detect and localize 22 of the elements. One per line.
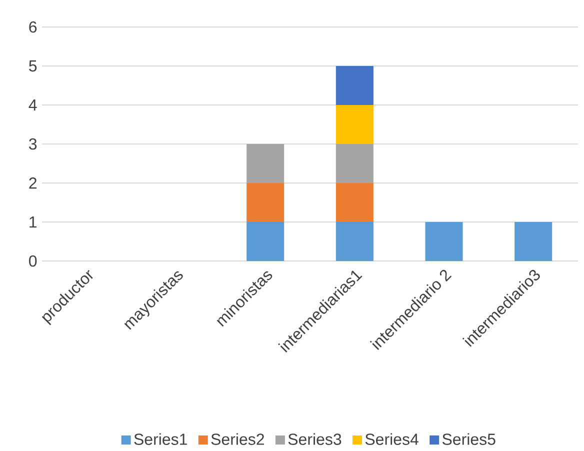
legend-label: Series1 xyxy=(134,433,187,445)
bar xyxy=(246,144,284,184)
y-tick-label: 0 xyxy=(29,255,37,267)
y-tick-label: 6 xyxy=(29,21,37,33)
legend-label: Series5 xyxy=(442,433,496,445)
legend-label: Series4 xyxy=(365,433,418,445)
bar xyxy=(336,144,374,184)
legend-label: Series3 xyxy=(288,433,342,445)
bar xyxy=(514,222,552,262)
bar xyxy=(425,222,463,262)
y-tick-label: 3 xyxy=(29,138,37,150)
y-tick-label: 1 xyxy=(30,216,37,228)
bar xyxy=(336,105,374,144)
bar xyxy=(246,183,284,222)
y-tick-label: 4 xyxy=(28,100,37,111)
legend-label: Series2 xyxy=(211,433,264,445)
bar xyxy=(336,222,374,262)
bar xyxy=(246,222,284,262)
bar xyxy=(336,66,374,106)
y-tick-label: 5 xyxy=(29,60,37,72)
bar xyxy=(336,183,374,222)
y-tick-label: 2 xyxy=(29,177,36,189)
